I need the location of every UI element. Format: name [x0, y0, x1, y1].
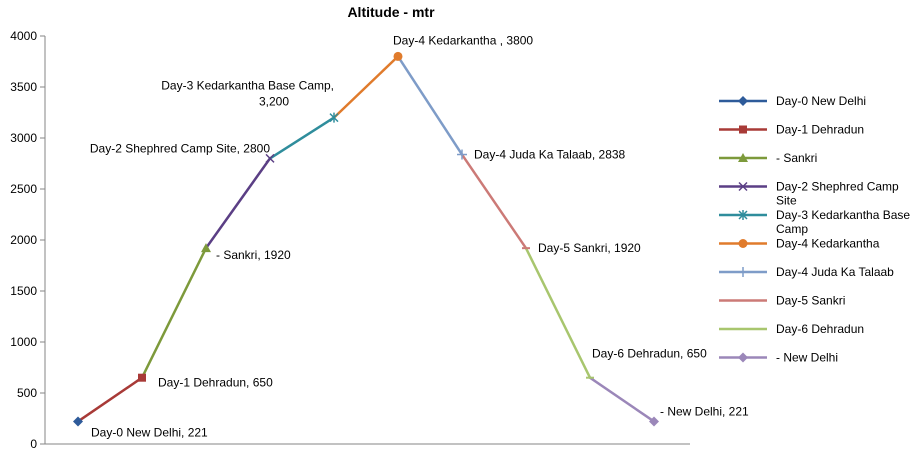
series-segment-10 — [588, 376, 656, 423]
legend-marker — [738, 153, 748, 162]
legend-marker — [738, 352, 748, 363]
data-point-marker — [329, 112, 339, 123]
legend-item: Day-4 Juda Ka Talaab — [719, 265, 894, 279]
data-label: Day-0 New Delhi, 221 — [91, 425, 208, 439]
chart-title: Altitude - mtr — [347, 4, 435, 20]
data-label: Day-4 Juda Ka Talaab, 2838 — [474, 148, 626, 162]
legend-label: Day-1 Dehradun — [776, 123, 864, 137]
legend-item: Day-4 Kedarkantha — [719, 237, 880, 251]
data-point-marker — [649, 416, 659, 427]
series-segment-3 — [140, 246, 208, 379]
y-tick-label: 2000 — [10, 233, 37, 247]
legend-item: Day-6 Dehradun — [719, 322, 864, 336]
legend-marker — [738, 267, 748, 277]
data-label: - New Delhi, 221 — [660, 404, 749, 418]
legend-label: - Sankri — [776, 151, 817, 165]
data-point-marker — [457, 149, 467, 160]
data-label: Day-2 Shephred Camp Site, 2800 — [90, 141, 270, 155]
legend-label: Day-6 Dehradun — [776, 322, 864, 336]
data-labels: Day-0 New Delhi, 221 Day-1 Dehradun, 650 -… — [90, 33, 749, 439]
legend-item: Day-2 Shephred Camp Site — [719, 180, 899, 208]
legend-item: Day-5 Sankri — [719, 294, 845, 308]
series-lines — [76, 55, 656, 423]
legend-label: Day-5 Sankri — [776, 294, 845, 308]
legend-label: Day-0 New Delhi — [776, 94, 866, 108]
series-segment-2 — [76, 376, 144, 423]
legend-label: Day-4 Juda Ka Talaab — [776, 265, 894, 279]
series-segment-9 — [524, 246, 592, 379]
legend-item: Day-3 Kedarkantha Base Camp — [719, 208, 910, 236]
legend-label: Day-4 Kedarkantha — [776, 237, 880, 251]
series-segment-4 — [204, 157, 272, 250]
legend-label: - New Delhi — [776, 351, 838, 365]
data-point-marker — [393, 51, 403, 61]
legend: Day-0 New Delhi Day-1 Dehradun - Sankri Day… — [719, 94, 910, 365]
series-segment-7 — [396, 55, 464, 156]
legend-label: Day-2 Shephred Camp Site — [776, 180, 899, 208]
legend-marker — [739, 125, 747, 134]
y-tick-label: 0 — [30, 437, 37, 451]
data-point-marker — [265, 153, 275, 163]
legend-marker — [738, 96, 748, 106]
y-tick-label: 3000 — [10, 131, 37, 145]
legend-label: Day-3 Kedarkantha Base Camp — [776, 208, 910, 236]
legend-item: - Sankri — [719, 151, 817, 165]
y-tick-label: 1500 — [10, 284, 37, 298]
data-markers — [73, 51, 659, 427]
legend-item: Day-0 New Delhi — [719, 94, 866, 108]
series-segment-8 — [460, 153, 528, 250]
series-segment-6 — [332, 55, 400, 119]
y-tick-label: 2500 — [10, 182, 37, 196]
legend-item: - New Delhi — [719, 351, 838, 365]
data-label: Day-3 Kedarkantha Base Camp, 3,200 — [161, 79, 334, 109]
y-tick-label: 1000 — [10, 335, 37, 349]
legend-marker — [738, 181, 748, 192]
data-point-marker — [138, 373, 146, 382]
series-segment-5 — [268, 116, 336, 160]
data-label: Day-5 Sankri, 1920 — [538, 241, 641, 255]
y-tick-label: 4000 — [10, 29, 37, 43]
legend-marker — [738, 210, 748, 220]
data-label: Day-4 Kedarkantha , 3800 — [393, 33, 533, 47]
data-label: Day-6 Dehradun, 650 — [592, 347, 707, 361]
data-point-marker — [201, 243, 211, 253]
data-label: Day-1 Dehradun, 650 — [158, 376, 273, 390]
y-tick-label: 3500 — [10, 80, 37, 94]
legend-item: Day-1 Dehradun — [719, 123, 864, 137]
legend-marker — [738, 239, 748, 248]
axes: 0 500 1000 1500 2000 2500 3000 3500 4000 — [10, 29, 690, 451]
data-label: - Sankri, 1920 — [216, 248, 291, 262]
data-point-marker — [73, 416, 83, 427]
y-tick-label: 500 — [17, 386, 37, 400]
